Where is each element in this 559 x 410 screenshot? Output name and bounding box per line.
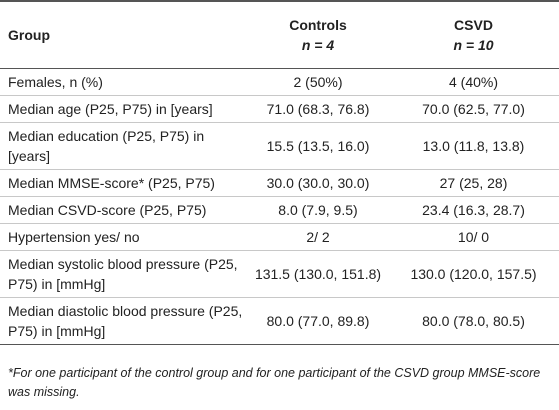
- cell: 2/ 2: [306, 229, 330, 245]
- header-row: Group Controls n = 4 CSVD n = 10: [0, 1, 559, 69]
- cell: 4 (40%): [448, 74, 499, 90]
- row-label: Median age (P25, P75) in [years]: [8, 101, 213, 117]
- footnote: *For one participant of the control grou…: [8, 366, 541, 399]
- table-row: Median CSVD-score (P25, P75) 8.0 (7.9, 9.…: [0, 197, 559, 224]
- table-body: Females, n (%) 2 (50%) 4 (40%) Median age (…: [0, 69, 559, 345]
- row-label: Median education (P25, P75) in [years]: [8, 128, 205, 164]
- row-label: Median CSVD-score (P25, P75): [8, 202, 207, 218]
- header-text: n = 4: [301, 37, 335, 53]
- header-text: CSVD: [454, 17, 493, 33]
- table-row: Median MMSE-score* (P25, P75) 30.0 (30.0,…: [0, 170, 559, 197]
- header-cell: Controls n = 4: [248, 1, 388, 69]
- header-cell: CSVD n = 10: [388, 1, 559, 69]
- table-row: Median systolic blood pressure (P25, P75…: [0, 251, 559, 298]
- cell: 13.0 (11.8, 13.8): [422, 138, 525, 154]
- cell: 80.0 (77.0, 89.8): [266, 313, 370, 329]
- cell: 15.5 (13.5, 16.0): [266, 138, 370, 154]
- cell: 130.0 (120.0, 157.5): [410, 266, 537, 282]
- cell: 71.0 (68.3, 76.8): [266, 101, 370, 117]
- cell: 8.0 (7.9, 9.5): [278, 202, 358, 218]
- table-row: Median diastolic blood pressure (P25, P7…: [0, 298, 559, 345]
- row-label: Hypertension yes/ no: [8, 229, 140, 245]
- cell: 70.0 (62.5, 77.0): [422, 101, 525, 117]
- table-row: Median age (P25, P75) in [years] 71.0 (68…: [0, 96, 559, 123]
- cell: 23.4 (16.3, 28.7): [422, 202, 525, 218]
- cell: 30.0 (30.0, 30.0): [266, 175, 370, 191]
- header-text: Controls: [289, 17, 347, 33]
- row-label: Median MMSE-score* (P25, P75): [8, 175, 215, 191]
- table-header: Group Controls n = 4 CSVD n = 10: [0, 1, 559, 69]
- cell: 10/ 0: [457, 229, 490, 245]
- table-row: Median education (P25, P75) in [years] 15…: [0, 123, 559, 170]
- cell: 131.5 (130.0, 151.8): [254, 266, 382, 282]
- cell: 80.0 (78.0, 80.5): [422, 313, 525, 329]
- header-cell: Group: [8, 27, 50, 43]
- row-label: Median systolic blood pressure (P25, P75…: [8, 256, 238, 292]
- table-row: Females, n (%) 2 (50%) 4 (40%): [0, 69, 559, 96]
- header-text: n = 10: [453, 37, 494, 53]
- data-table: Group Controls n = 4 CSVD n = 10 Females…: [0, 1, 559, 345]
- cell: 2 (50%): [293, 74, 343, 90]
- table-row: Hypertension yes/ no 2/ 2 10/ 0: [0, 224, 559, 251]
- cell: 27 (25, 28): [439, 175, 508, 191]
- row-label: Females, n (%): [8, 74, 103, 90]
- row-label: Median diastolic blood pressure (P25, P7…: [8, 303, 243, 339]
